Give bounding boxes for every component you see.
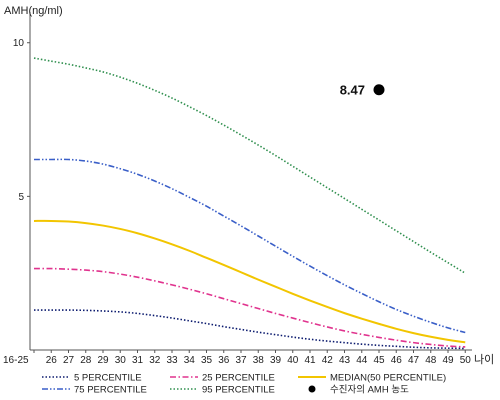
legend-entry-label: 75 PERCENTILE	[74, 385, 147, 396]
x-tick-label: 41	[304, 355, 316, 366]
legend-marker-swatch	[308, 385, 316, 393]
x-tick-label: 43	[339, 355, 351, 366]
series-line-median-50-percentile	[33, 219, 466, 344]
series-line-75-percentile	[33, 158, 466, 334]
x-tick-label: 49	[442, 355, 454, 366]
x-tick-label: 42	[322, 355, 334, 366]
x-tick-label: 46	[391, 355, 403, 366]
y-axis-label: AMH(ng/ml)	[4, 5, 63, 17]
x-tick-label: 44	[356, 355, 368, 366]
series-line-25-percentile	[33, 267, 466, 348]
x-tick-label: 40	[287, 355, 299, 366]
x-tick-label: 38	[253, 355, 265, 366]
series-line-95-percentile	[33, 57, 466, 274]
x-tick-label: 47	[408, 355, 420, 366]
x-tick-label: 31	[132, 355, 144, 366]
x-tick-label: 34	[184, 355, 196, 366]
y-tick-label: 10	[13, 38, 25, 49]
legend-entry-label: 수진자의 AMH 농도	[330, 385, 409, 396]
x-tick-label: 37	[235, 355, 247, 366]
x-tick-label: 32	[149, 355, 161, 366]
x-tick-label: 26	[46, 355, 58, 366]
series-line-5-percentile	[33, 309, 466, 350]
x-tick-label: 33	[166, 355, 178, 366]
x-tick-label: 30	[115, 355, 127, 366]
legend-entry-label: MEDIAN(50 PERCENTILE)	[330, 373, 446, 384]
x-tick-label: 48	[425, 355, 437, 366]
x-tick-label: 50	[460, 355, 472, 366]
legend-entry-label: 95 PERCENTILE	[202, 385, 275, 396]
x-tick-label: 28	[80, 355, 92, 366]
x-tick-label: 27	[63, 355, 75, 366]
x-tick-label: 39	[270, 355, 282, 366]
patient-amh-value-label: 8.47	[340, 83, 365, 98]
legend-entry-label: 25 PERCENTILE	[202, 373, 275, 384]
x-axis-label: 나이	[474, 353, 494, 366]
patient-amh-point	[373, 84, 385, 96]
x-tick-label: 36	[218, 355, 230, 366]
x-tick-label: 16-25	[3, 355, 29, 366]
legend-entry-label: 5 PERCENTILE	[74, 373, 142, 384]
x-tick-label: 29	[97, 355, 109, 366]
x-tick-label: 45	[373, 355, 385, 366]
y-tick-label: 5	[18, 192, 24, 203]
x-tick-label: 35	[201, 355, 213, 366]
